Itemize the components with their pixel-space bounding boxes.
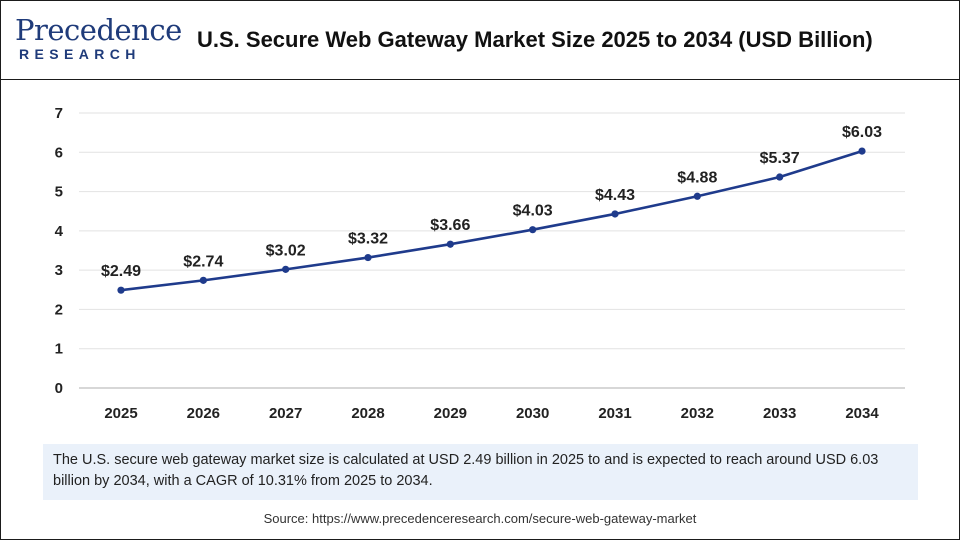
y-tick-label: 5 (55, 184, 63, 201)
line-chart: 0 1 2 3 4 5 6 7 2025 2026 2027 2028 2029 2030 2031 2032… (55, 105, 905, 422)
description-box: The U.S. secure web gateway market size … (43, 444, 918, 500)
brand-logo: Precedence RESEARCH (15, 13, 182, 69)
x-tick-label: 2025 (104, 405, 137, 422)
y-tick-label: 2 (55, 301, 63, 318)
header: Precedence RESEARCH U.S. Secure Web Gate… (1, 1, 959, 80)
data-point (364, 253, 372, 262)
y-tick-label: 6 (55, 144, 63, 161)
data-label: $2.74 (183, 253, 223, 270)
y-tick-label: 7 (55, 105, 63, 122)
y-tick-label: 1 (55, 341, 63, 358)
data-label: $6.03 (842, 124, 882, 141)
logo-subtitle: RESEARCH (19, 46, 141, 62)
series-line (120, 149, 863, 292)
data-label: $4.88 (677, 169, 717, 186)
data-point (858, 147, 866, 155)
data-label: $4.03 (513, 203, 553, 220)
y-tick-label: 3 (55, 262, 63, 279)
data-label: $3.32 (348, 231, 388, 248)
x-tick-label: 2026 (187, 405, 220, 422)
x-tick-label: 2028 (351, 405, 384, 422)
x-tick-label: 2030 (516, 405, 549, 422)
logo-wordmark: Precedence (15, 13, 182, 47)
data-point (117, 286, 125, 294)
data-point (282, 265, 290, 273)
chart-title: U.S. Secure Web Gateway Market Size 2025… (197, 27, 873, 52)
x-tick-label: 2029 (434, 405, 467, 422)
x-tick-label: 2031 (598, 405, 631, 422)
x-tick-label: 2027 (269, 405, 302, 422)
data-point (529, 226, 537, 234)
source-note: Source: https://www.precedenceresearch.c… (263, 511, 697, 526)
data-point (446, 240, 454, 248)
data-label: $3.66 (430, 217, 470, 234)
data-label: $3.02 (266, 242, 306, 259)
data-point (776, 173, 784, 181)
y-tick-label: 0 (55, 380, 63, 397)
data-point (693, 192, 701, 200)
data-label: $4.43 (595, 187, 635, 204)
y-tick-label: 4 (55, 223, 64, 240)
x-tick-label: 2033 (763, 405, 796, 422)
data-point (199, 276, 207, 284)
data-point (611, 210, 619, 218)
data-label: $2.49 (101, 263, 141, 280)
x-tick-label: 2034 (845, 405, 879, 422)
data-label: $5.37 (760, 150, 800, 167)
x-tick-label: 2032 (681, 405, 714, 422)
